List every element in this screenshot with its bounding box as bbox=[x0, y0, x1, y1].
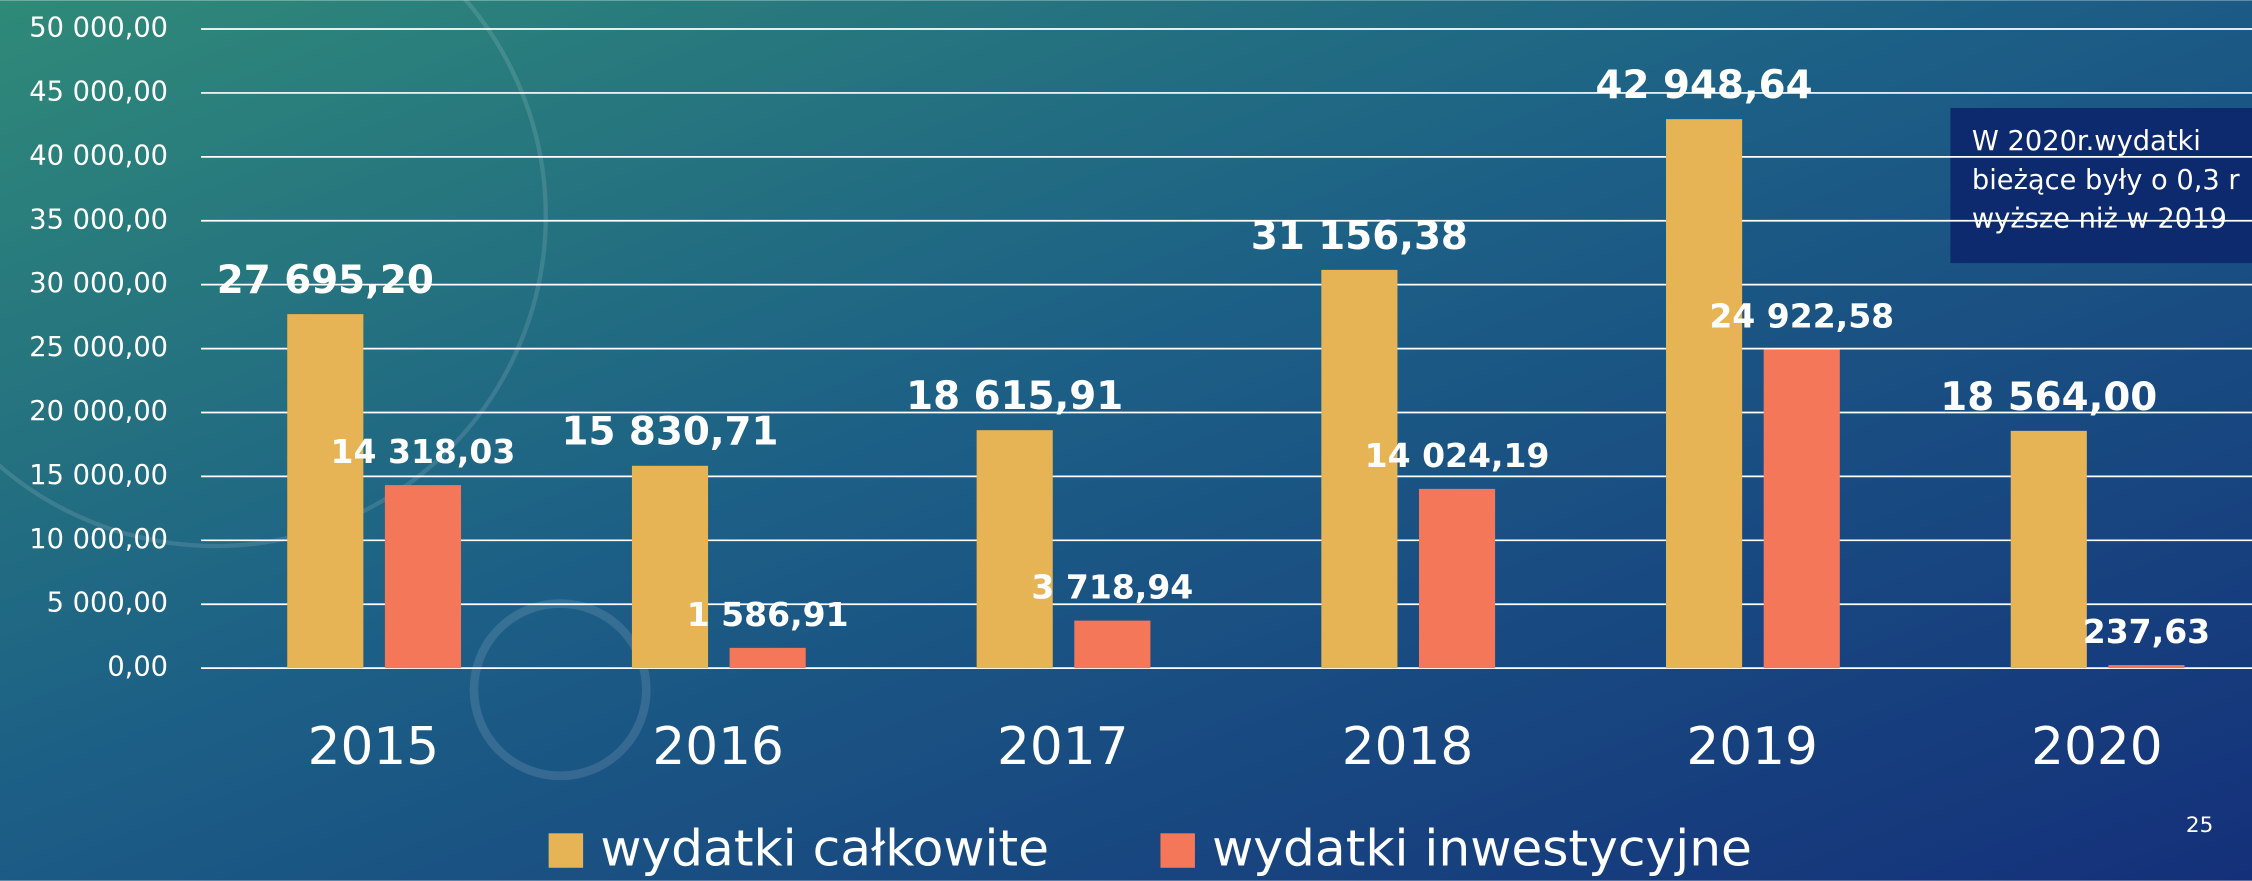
legend-label: wydatki całkowite bbox=[600, 818, 1049, 877]
data-label: 18 564,00 bbox=[1940, 375, 2157, 420]
data-label: 27 695,20 bbox=[217, 258, 434, 303]
bar bbox=[2010, 430, 2087, 669]
x-tick-label: 2020 bbox=[2031, 717, 2163, 777]
data-label: 1 586,91 bbox=[687, 595, 849, 634]
x-tick-label: 2015 bbox=[308, 717, 440, 777]
y-tick-label: 15 000,00 bbox=[29, 460, 168, 491]
bar bbox=[287, 314, 364, 669]
legend-swatch bbox=[548, 833, 584, 868]
bar bbox=[1666, 119, 1743, 669]
legend-label: wydatki inwestycyjne bbox=[1212, 818, 1752, 877]
y-tick-label: 35 000,00 bbox=[29, 204, 168, 235]
x-tick-label: 2016 bbox=[652, 717, 784, 777]
data-label: 31 156,38 bbox=[1251, 214, 1468, 259]
x-tick-label: 2017 bbox=[997, 717, 1129, 777]
y-tick-label: 45 000,00 bbox=[29, 76, 168, 107]
bar bbox=[2108, 665, 2185, 669]
annotation: W 2020r.wydatki bbox=[1972, 126, 2201, 157]
bar bbox=[631, 465, 709, 669]
bar bbox=[1418, 488, 1496, 669]
data-label: 18 615,91 bbox=[906, 374, 1123, 419]
annotation-box bbox=[1950, 108, 2252, 264]
data-label: 14 024,19 bbox=[1365, 436, 1550, 475]
y-tick-label: 10 000,00 bbox=[29, 524, 168, 555]
y-tick-label: 40 000,00 bbox=[29, 140, 168, 171]
y-tick-label: 30 000,00 bbox=[29, 268, 168, 299]
y-tick-label: 0,00 bbox=[107, 652, 168, 683]
bar bbox=[384, 485, 462, 669]
data-label: 15 830,71 bbox=[561, 410, 778, 455]
data-label: 24 922,58 bbox=[1709, 296, 1894, 335]
data-label: 14 318,03 bbox=[331, 432, 516, 471]
data-label: 42 948,64 bbox=[1596, 63, 1813, 108]
y-tick-label: 25 000,00 bbox=[29, 332, 168, 363]
bar bbox=[976, 430, 1053, 669]
y-tick-label: 20 000,00 bbox=[29, 396, 168, 427]
decoration bbox=[0, 0, 548, 549]
data-label: 3 718,94 bbox=[1031, 568, 1193, 607]
annotation: wyższe niż w 2019 bbox=[1972, 204, 2227, 235]
page-number: 25 bbox=[2186, 813, 2213, 838]
x-tick-label: 2019 bbox=[1686, 717, 1818, 777]
legend-swatch bbox=[1160, 833, 1195, 868]
bar bbox=[729, 647, 806, 669]
bar bbox=[1763, 349, 1840, 669]
bar bbox=[1074, 620, 1151, 669]
y-tick-label: 50 000,00 bbox=[29, 13, 168, 44]
x-tick-label: 2018 bbox=[1342, 717, 1474, 777]
bar bbox=[1321, 269, 1398, 669]
annotation: bieżące były o 0,3 r bbox=[1972, 165, 2240, 196]
y-tick-label: 5 000,00 bbox=[47, 588, 168, 619]
data-label: 237,63 bbox=[2083, 612, 2210, 651]
